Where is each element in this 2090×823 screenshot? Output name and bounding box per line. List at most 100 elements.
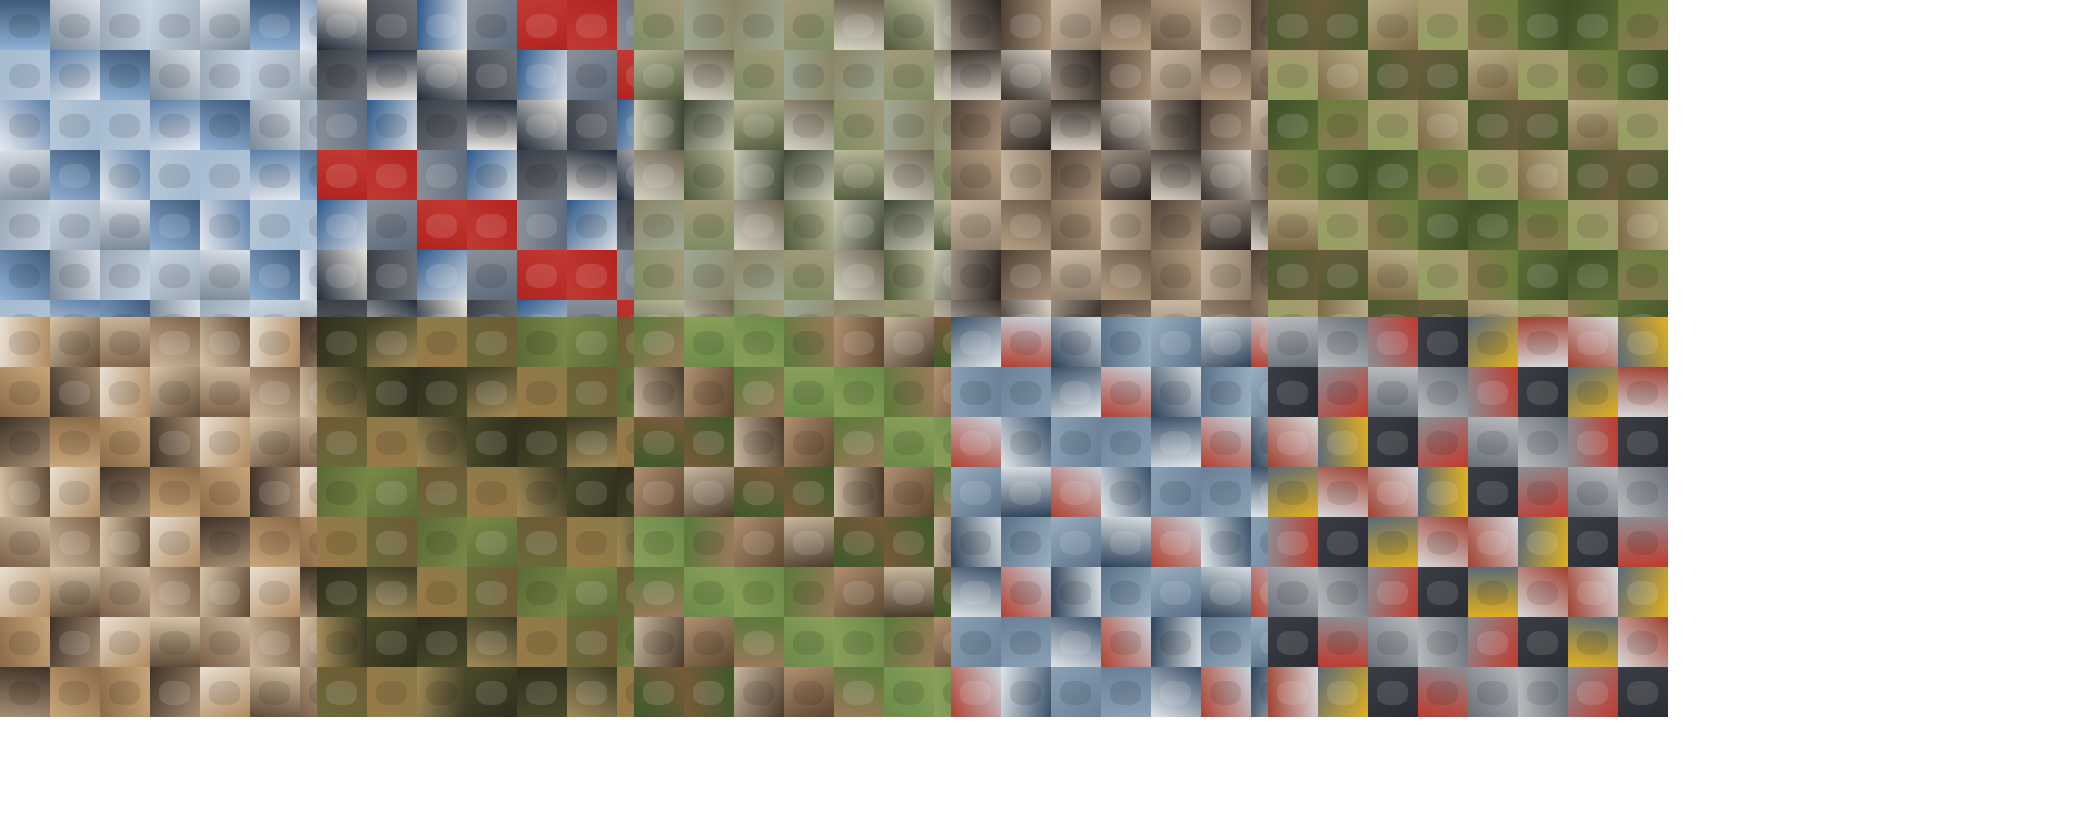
image-tile bbox=[884, 617, 934, 667]
image-tile bbox=[50, 667, 100, 717]
image-tile bbox=[884, 250, 934, 300]
image-tile bbox=[834, 417, 884, 467]
image-tile bbox=[1151, 100, 1201, 150]
image-tile bbox=[634, 667, 684, 717]
image-tile bbox=[1518, 317, 1568, 367]
image-tile bbox=[1268, 200, 1318, 250]
image-tile bbox=[250, 617, 300, 667]
image-tile bbox=[1318, 317, 1368, 367]
image-tile bbox=[784, 417, 834, 467]
image-tile bbox=[1318, 367, 1368, 417]
image-tile bbox=[0, 517, 50, 567]
image-tile bbox=[1201, 100, 1251, 150]
image-tile bbox=[1418, 367, 1468, 417]
image-tile bbox=[884, 317, 934, 367]
image-tile bbox=[884, 467, 934, 517]
image-tile bbox=[1151, 667, 1201, 717]
image-tile bbox=[1618, 150, 1668, 200]
image-tile bbox=[1418, 150, 1468, 200]
image-tile bbox=[784, 517, 834, 567]
image-tile bbox=[1001, 567, 1051, 617]
image-tile bbox=[1318, 467, 1368, 517]
image-tile bbox=[1268, 617, 1318, 667]
image-tile bbox=[734, 417, 784, 467]
image-tile bbox=[684, 617, 734, 667]
image-tile bbox=[367, 50, 417, 100]
image-tile bbox=[834, 0, 884, 50]
image-tile bbox=[50, 467, 100, 517]
image-tile bbox=[317, 567, 367, 617]
image-tile bbox=[1001, 667, 1051, 717]
image-tile bbox=[467, 150, 517, 200]
image-tile bbox=[467, 50, 517, 100]
image-tile bbox=[50, 317, 100, 367]
image-tile bbox=[1101, 200, 1151, 250]
image-tile bbox=[200, 417, 250, 467]
image-tile bbox=[250, 200, 300, 250]
image-tile bbox=[1268, 50, 1318, 100]
image-tile bbox=[634, 100, 684, 150]
image-tile bbox=[1418, 667, 1468, 717]
image-tile bbox=[567, 417, 617, 467]
image-tile bbox=[951, 200, 1001, 250]
image-tile bbox=[317, 517, 367, 567]
image-tile bbox=[1468, 417, 1518, 467]
image-tile bbox=[1368, 467, 1418, 517]
image-tile bbox=[834, 317, 884, 367]
image-tile bbox=[1318, 150, 1368, 200]
image-tile bbox=[1518, 0, 1568, 50]
image-tile bbox=[517, 150, 567, 200]
image-tile bbox=[1051, 567, 1101, 617]
image-tile bbox=[567, 0, 617, 50]
image-tile bbox=[1618, 567, 1668, 617]
image-tile bbox=[1101, 367, 1151, 417]
image-tile bbox=[1201, 317, 1251, 367]
image-tile bbox=[567, 667, 617, 717]
image-tile bbox=[417, 367, 467, 417]
image-tile bbox=[1318, 517, 1368, 567]
image-tile bbox=[150, 150, 200, 200]
image-tile bbox=[1001, 100, 1051, 150]
image-tile bbox=[1268, 250, 1318, 300]
image-tile bbox=[0, 667, 50, 717]
image-tile bbox=[1268, 317, 1318, 367]
image-tile bbox=[250, 467, 300, 517]
image-tile bbox=[1318, 0, 1368, 50]
image-tile bbox=[1618, 100, 1668, 150]
image-tile bbox=[834, 617, 884, 667]
image-tile bbox=[1518, 250, 1568, 300]
image-tile bbox=[317, 100, 367, 150]
image-tile bbox=[317, 667, 367, 717]
image-tile bbox=[200, 367, 250, 417]
image-tile bbox=[1568, 567, 1618, 617]
image-tile bbox=[1368, 250, 1418, 300]
image-tile bbox=[1568, 100, 1618, 150]
image-tile bbox=[1268, 0, 1318, 50]
image-tile bbox=[1001, 317, 1051, 367]
image-tile bbox=[834, 667, 884, 717]
image-tile bbox=[1468, 517, 1518, 567]
image-tile bbox=[1568, 250, 1618, 300]
image-tile bbox=[634, 417, 684, 467]
image-tile bbox=[367, 200, 417, 250]
image-tile bbox=[200, 200, 250, 250]
image-tile bbox=[834, 150, 884, 200]
image-tile bbox=[1001, 367, 1051, 417]
image-tile bbox=[100, 517, 150, 567]
image-tile bbox=[1151, 467, 1201, 517]
image-tile bbox=[1051, 317, 1101, 367]
image-tile bbox=[367, 0, 417, 50]
image-tile bbox=[1268, 150, 1318, 200]
image-tile bbox=[1001, 617, 1051, 667]
image-tile bbox=[100, 667, 150, 717]
image-tile bbox=[50, 517, 100, 567]
image-tile bbox=[367, 100, 417, 150]
image-tile bbox=[734, 200, 784, 250]
image-tile bbox=[1518, 567, 1568, 617]
image-tile bbox=[567, 100, 617, 150]
image-tile bbox=[1368, 200, 1418, 250]
image-tile bbox=[100, 0, 150, 50]
image-tile bbox=[100, 567, 150, 617]
image-tile bbox=[200, 517, 250, 567]
image-tile bbox=[634, 50, 684, 100]
